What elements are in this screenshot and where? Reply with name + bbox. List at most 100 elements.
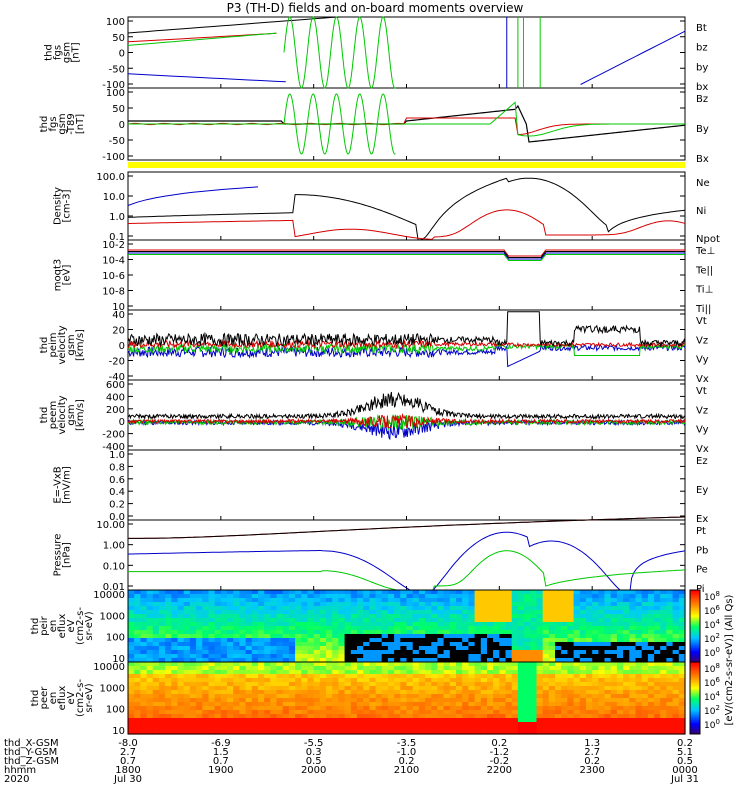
spectrogram-cell bbox=[369, 694, 377, 699]
spectrogram-cell bbox=[635, 614, 643, 619]
spectrogram-cell bbox=[214, 610, 222, 615]
colorbar-cell bbox=[690, 608, 700, 611]
spectrogram-cell bbox=[431, 698, 439, 703]
spectrogram-cell bbox=[635, 602, 643, 607]
spectrogram-cell bbox=[412, 714, 420, 719]
spectrogram-cell bbox=[579, 598, 587, 603]
spectrogram-cell bbox=[524, 686, 531, 691]
spectrogram-cell bbox=[258, 634, 265, 639]
colorbar-cell bbox=[690, 604, 700, 607]
spectrogram-cell bbox=[517, 674, 525, 679]
ylabel-pressure: Pressure bbox=[53, 534, 64, 577]
spectrogram-cell bbox=[369, 690, 377, 695]
spectrogram-cell bbox=[616, 634, 624, 639]
spectrogram-cell bbox=[499, 602, 507, 607]
spectrogram-cell bbox=[344, 590, 352, 595]
spectrogram-cell bbox=[573, 670, 581, 675]
spectrogram-cell bbox=[499, 658, 507, 663]
spectrogram-cell bbox=[592, 622, 599, 627]
spectrogram-cell bbox=[214, 618, 222, 623]
spectrogram-cell bbox=[165, 706, 172, 711]
spectrogram-cell bbox=[208, 730, 216, 735]
spectrogram-cell bbox=[660, 666, 667, 671]
spectrogram-cell bbox=[462, 602, 469, 607]
spectrogram-cell bbox=[579, 682, 587, 687]
spectrogram-cell bbox=[610, 730, 618, 735]
spectrogram-cell bbox=[134, 654, 141, 659]
spectrogram-cell bbox=[251, 714, 259, 719]
spectrogram-cell bbox=[678, 654, 686, 659]
spectrogram-cell bbox=[579, 626, 587, 631]
spectrogram-cell bbox=[177, 670, 185, 675]
spectrogram-cell bbox=[332, 730, 339, 735]
spectrogram-cell bbox=[202, 606, 210, 611]
spectrogram-cell bbox=[326, 718, 333, 723]
spectrogram-cell bbox=[493, 694, 500, 699]
spectrogram-cell bbox=[443, 674, 451, 679]
spectrogram-cell bbox=[493, 702, 500, 707]
ytick-label-peer-spectrogram: 100 bbox=[106, 705, 125, 716]
spectrogram-cell bbox=[654, 634, 661, 639]
spectrogram-cell bbox=[449, 622, 457, 627]
spectrogram-cell bbox=[542, 666, 550, 671]
spectrogram-cell bbox=[592, 630, 599, 635]
spectrogram-cell bbox=[555, 658, 562, 663]
spectrogram-cell bbox=[548, 646, 556, 651]
spectrogram-cell bbox=[227, 682, 234, 687]
spectrogram-cell bbox=[579, 698, 587, 703]
spectrogram-cell bbox=[146, 726, 154, 731]
spectrogram-cell bbox=[449, 630, 457, 635]
spectrogram-cell bbox=[165, 730, 172, 735]
spectrogram-cell bbox=[474, 710, 482, 715]
spectrogram-cell bbox=[264, 654, 271, 659]
spectrogram-cell bbox=[412, 642, 420, 647]
ytick-label-peir-spectrogram: 1000 bbox=[100, 611, 125, 622]
spectrogram-cell bbox=[220, 718, 228, 723]
spectrogram-cell bbox=[220, 666, 228, 671]
spectrogram-cell bbox=[604, 634, 612, 639]
spectrogram-cell bbox=[177, 718, 185, 723]
spectrogram-cell bbox=[437, 610, 445, 615]
spectrogram-cell bbox=[604, 618, 612, 623]
spectrogram-cell bbox=[239, 634, 247, 639]
spectrogram-cell bbox=[635, 726, 643, 731]
spectrogram-cell bbox=[672, 690, 680, 695]
spectrogram-cell bbox=[443, 634, 451, 639]
spectrogram-cell bbox=[394, 626, 401, 631]
spectrogram-cell bbox=[499, 710, 507, 715]
spectrogram-cell bbox=[443, 730, 451, 735]
spectrogram-cell bbox=[165, 594, 172, 599]
series-ne bbox=[128, 209, 686, 240]
spectrogram-cell bbox=[128, 722, 135, 727]
spectrogram-cell bbox=[579, 678, 587, 683]
spectrogram-cell bbox=[425, 730, 432, 735]
peir-spectrogram bbox=[128, 590, 686, 663]
spectrogram-cell bbox=[561, 722, 568, 727]
series-peim-velocity bbox=[127, 342, 686, 356]
ephemeris-label: hhmm bbox=[4, 765, 36, 776]
spectrogram-cell bbox=[220, 710, 228, 715]
colorbar-cell bbox=[690, 717, 700, 721]
spectrogram-cell bbox=[431, 710, 439, 715]
spectrogram-cell bbox=[654, 602, 661, 607]
spectrogram-cell bbox=[270, 730, 278, 735]
spectrogram-cell bbox=[610, 714, 618, 719]
spectrogram-cell bbox=[635, 678, 643, 683]
spectrogram-cell bbox=[517, 718, 525, 723]
spectrogram-cell bbox=[220, 638, 228, 643]
spectrogram-cell bbox=[128, 650, 135, 655]
spectrogram-cell bbox=[189, 598, 197, 603]
spectrogram-cell bbox=[381, 690, 389, 695]
spectrogram-cell bbox=[375, 678, 383, 683]
spectrogram-cell bbox=[319, 666, 327, 671]
spectrogram-cell bbox=[233, 722, 240, 727]
spectrogram-cell bbox=[530, 674, 538, 679]
spectrogram-cell bbox=[573, 726, 581, 731]
spectrogram-cell bbox=[443, 690, 451, 695]
spectrogram-cell bbox=[171, 610, 179, 615]
spectrogram-cell bbox=[307, 650, 315, 655]
spectrogram-cell bbox=[462, 638, 469, 643]
spectrogram-cell bbox=[548, 714, 556, 719]
spectrogram-cell bbox=[319, 590, 327, 595]
spectrogram-cell bbox=[505, 642, 513, 647]
